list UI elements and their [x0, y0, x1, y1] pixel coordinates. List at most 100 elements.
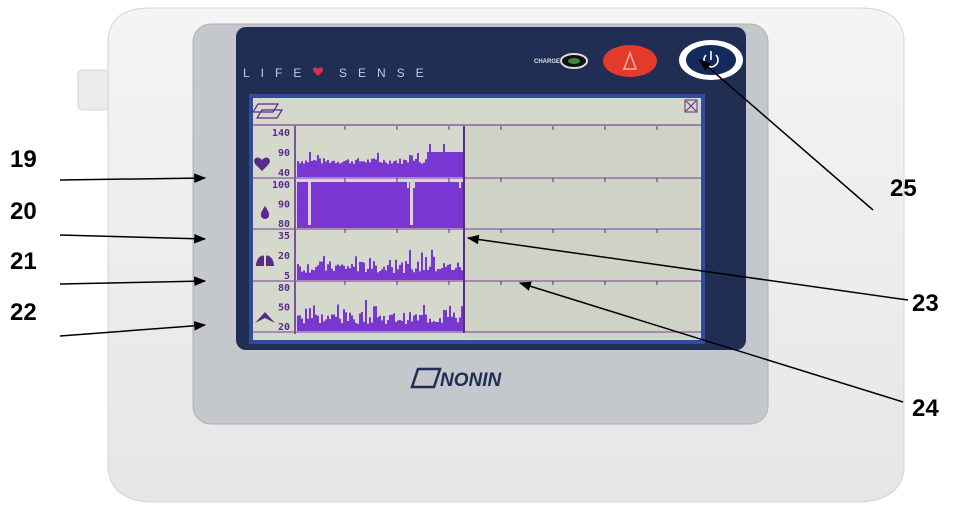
- trend-bar: [363, 263, 365, 280]
- trend-bar: [361, 312, 363, 331]
- trend-bar: [347, 182, 349, 228]
- trend-bar: [449, 306, 451, 331]
- trend-bar: [457, 152, 459, 177]
- trend-bar: [355, 182, 357, 228]
- trend-bar: [453, 313, 455, 331]
- trend-bar: [335, 317, 337, 331]
- scale-label: 100: [272, 180, 290, 191]
- trend-bar: [315, 315, 317, 331]
- trend-bar: [331, 161, 333, 177]
- trend-bar: [413, 316, 415, 331]
- trend-bar: [411, 269, 413, 280]
- trend-bar: [323, 182, 325, 228]
- trend-bar: [337, 265, 339, 280]
- trend-bar: [403, 182, 405, 228]
- trend-bar: [339, 182, 341, 228]
- trend-bar: [397, 269, 399, 280]
- trend-bar: [451, 152, 453, 177]
- trend-bar: [395, 260, 397, 280]
- trend-bar: [389, 315, 391, 331]
- trend-bar: [371, 159, 373, 177]
- trend-bar: [367, 324, 369, 331]
- trend-bar: [353, 164, 355, 177]
- trend-bar: [377, 272, 379, 280]
- trend-bar: [303, 323, 305, 331]
- trend-bar: [309, 152, 311, 177]
- trend-bar: [395, 160, 397, 177]
- trend-gap: [410, 182, 413, 225]
- trend-bar: [321, 314, 323, 331]
- trend-bar: [429, 319, 431, 331]
- trend-bar: [313, 182, 315, 228]
- trend-bar: [397, 182, 399, 228]
- trend-bar: [355, 160, 357, 177]
- charge-led: [568, 58, 580, 64]
- scale-label: 50: [278, 303, 290, 314]
- trend-bar: [319, 182, 321, 228]
- trend-bar: [417, 153, 419, 177]
- trend-bar: [387, 265, 389, 280]
- trend-bar: [311, 161, 313, 177]
- trend-bar: [297, 264, 299, 280]
- logo-text: NONIN: [440, 370, 503, 391]
- trend-bar: [339, 164, 341, 177]
- trend-bar: [387, 320, 389, 331]
- trend-bar: [361, 262, 363, 280]
- trend-bar: [343, 182, 345, 228]
- trend-bar: [341, 182, 343, 228]
- trend-bar: [437, 152, 439, 177]
- trend-bar: [441, 323, 443, 331]
- trend-bar: [445, 267, 447, 280]
- callout-label: 20: [10, 198, 37, 225]
- trend-bar: [377, 182, 379, 228]
- scale-label: 40: [278, 168, 290, 179]
- trend-bar: [367, 182, 369, 228]
- trend-bar: [379, 162, 381, 177]
- trend-bar: [325, 161, 327, 177]
- trend-bar: [329, 261, 331, 280]
- trend-bar: [395, 182, 397, 228]
- trend-bar: [415, 269, 417, 280]
- scale-label: 80: [278, 219, 290, 230]
- trend-bar: [331, 182, 333, 228]
- callout-label: 24: [912, 395, 939, 422]
- trend-bar: [323, 158, 325, 177]
- trend-bar: [371, 323, 373, 331]
- trend-bar: [443, 144, 445, 177]
- trend-bar: [453, 182, 455, 228]
- scale-label: 90: [278, 148, 290, 159]
- trend-bar: [407, 320, 409, 331]
- trend-bar: [351, 182, 353, 228]
- trend-bar: [461, 306, 463, 331]
- trend-bar: [429, 144, 431, 177]
- alarm-button[interactable]: [603, 45, 657, 77]
- trend-bar: [343, 266, 345, 280]
- trend-bar: [407, 188, 409, 228]
- trend-bar: [425, 257, 427, 280]
- trend-bar: [351, 161, 353, 177]
- trend-bar: [441, 152, 443, 177]
- trend-bar: [359, 262, 361, 280]
- trend-bar: [459, 267, 461, 280]
- trend-bar: [417, 320, 419, 331]
- trend-bar: [435, 152, 437, 177]
- trend-bar: [357, 158, 359, 177]
- trend-bar: [433, 152, 435, 177]
- trend-bar: [433, 182, 435, 228]
- trend-bar: [401, 263, 403, 280]
- trend-bar: [327, 182, 329, 228]
- trend-bar: [307, 264, 309, 280]
- trend-bar: [399, 159, 401, 177]
- trend-bar: [457, 322, 459, 331]
- trend-bar: [311, 318, 313, 331]
- trend-bar: [353, 267, 355, 280]
- side-port: [78, 70, 108, 110]
- trend-bar: [321, 262, 323, 280]
- scale-label: 20: [278, 251, 290, 262]
- callout-label: 22: [10, 299, 37, 326]
- trend-bar: [423, 270, 425, 280]
- trend-bar: [297, 161, 299, 177]
- trend-bar: [451, 270, 453, 280]
- trend-bar: [385, 270, 387, 280]
- trend-bar: [383, 316, 385, 331]
